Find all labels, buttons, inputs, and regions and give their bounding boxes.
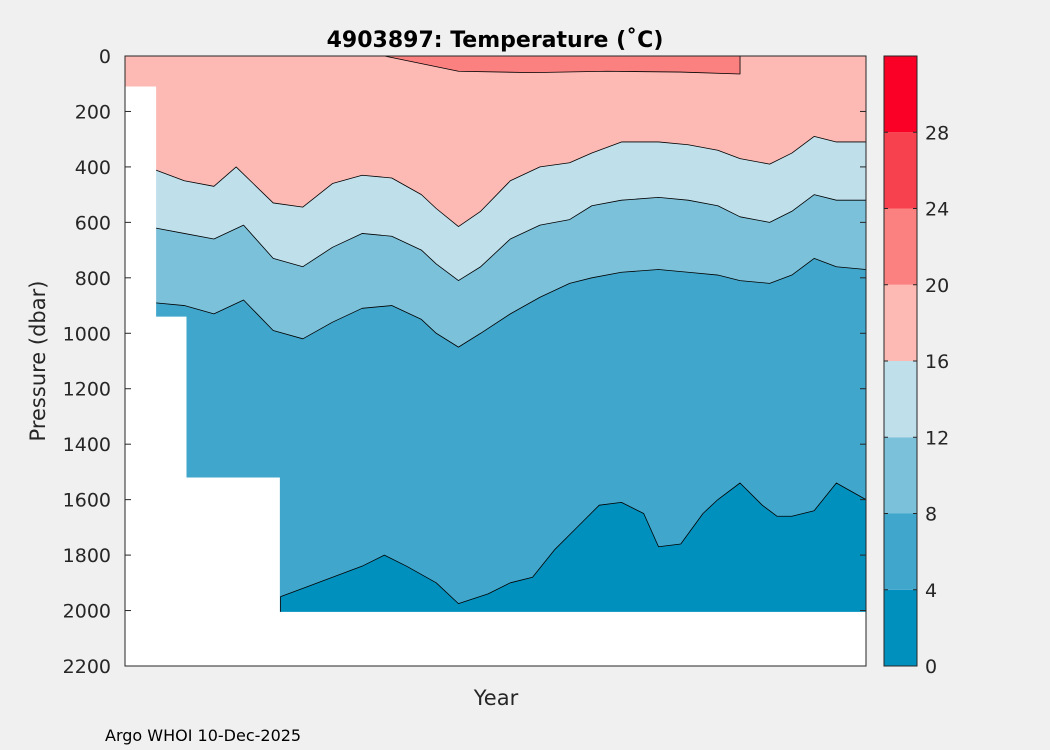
colorbar-band — [884, 589, 917, 666]
y-tick-label: 1400 — [63, 434, 111, 456]
colorbar-band — [884, 208, 917, 285]
y-tick-label: 1000 — [63, 323, 111, 345]
x-axis-label: Year — [473, 686, 519, 710]
y-tick-label: 1600 — [63, 490, 111, 512]
colorbar-band — [884, 132, 917, 209]
colorbar-tick-label: 12 — [925, 427, 949, 449]
colorbar-band — [884, 513, 917, 590]
y-tick-label: 0 — [99, 46, 111, 68]
colorbar-tick-label: 16 — [925, 351, 949, 373]
y-tick-label: 400 — [75, 157, 111, 179]
footer-annotation: Argo WHOI 10-Dec-2025 — [105, 726, 301, 745]
y-tick-label: 600 — [75, 212, 111, 234]
isotherm-20-region — [302, 55, 741, 75]
colorbar: 0 4 8 12 16 20 24 28 — [883, 55, 949, 678]
colorbar-tick-label: 0 — [925, 656, 937, 678]
y-axis-label: Pressure (dbar) — [26, 281, 50, 442]
y-tick-label: 800 — [75, 268, 111, 290]
chart-title: 4903897: Temperature (˚C) — [327, 28, 664, 53]
colorbar-tick-label: 24 — [925, 199, 949, 221]
no-data-masks — [125, 86, 866, 666]
no-data-mask — [125, 86, 866, 666]
plot-frame — [124, 55, 867, 667]
colorbar-tick-label: 4 — [925, 580, 937, 602]
colorbar-band — [884, 361, 917, 438]
y-tick-label: 2000 — [63, 601, 111, 623]
colorbar-band — [884, 56, 917, 133]
y-tick-label: 1200 — [63, 379, 111, 401]
colorbar-band — [884, 284, 917, 361]
colorbar-tick-label: 20 — [925, 275, 949, 297]
y-tick-label: 200 — [75, 101, 111, 123]
pressure-axis: 0 200 400 600 800 1000 1200 1400 1600 1800 2000 220… — [63, 46, 866, 678]
y-tick-label: 2200 — [63, 656, 111, 678]
colorbar-tick-label: 8 — [925, 504, 937, 526]
colorbar-band — [884, 437, 917, 514]
colorbar-tick-label: 28 — [925, 122, 949, 144]
y-tick-label: 1800 — [63, 545, 111, 567]
